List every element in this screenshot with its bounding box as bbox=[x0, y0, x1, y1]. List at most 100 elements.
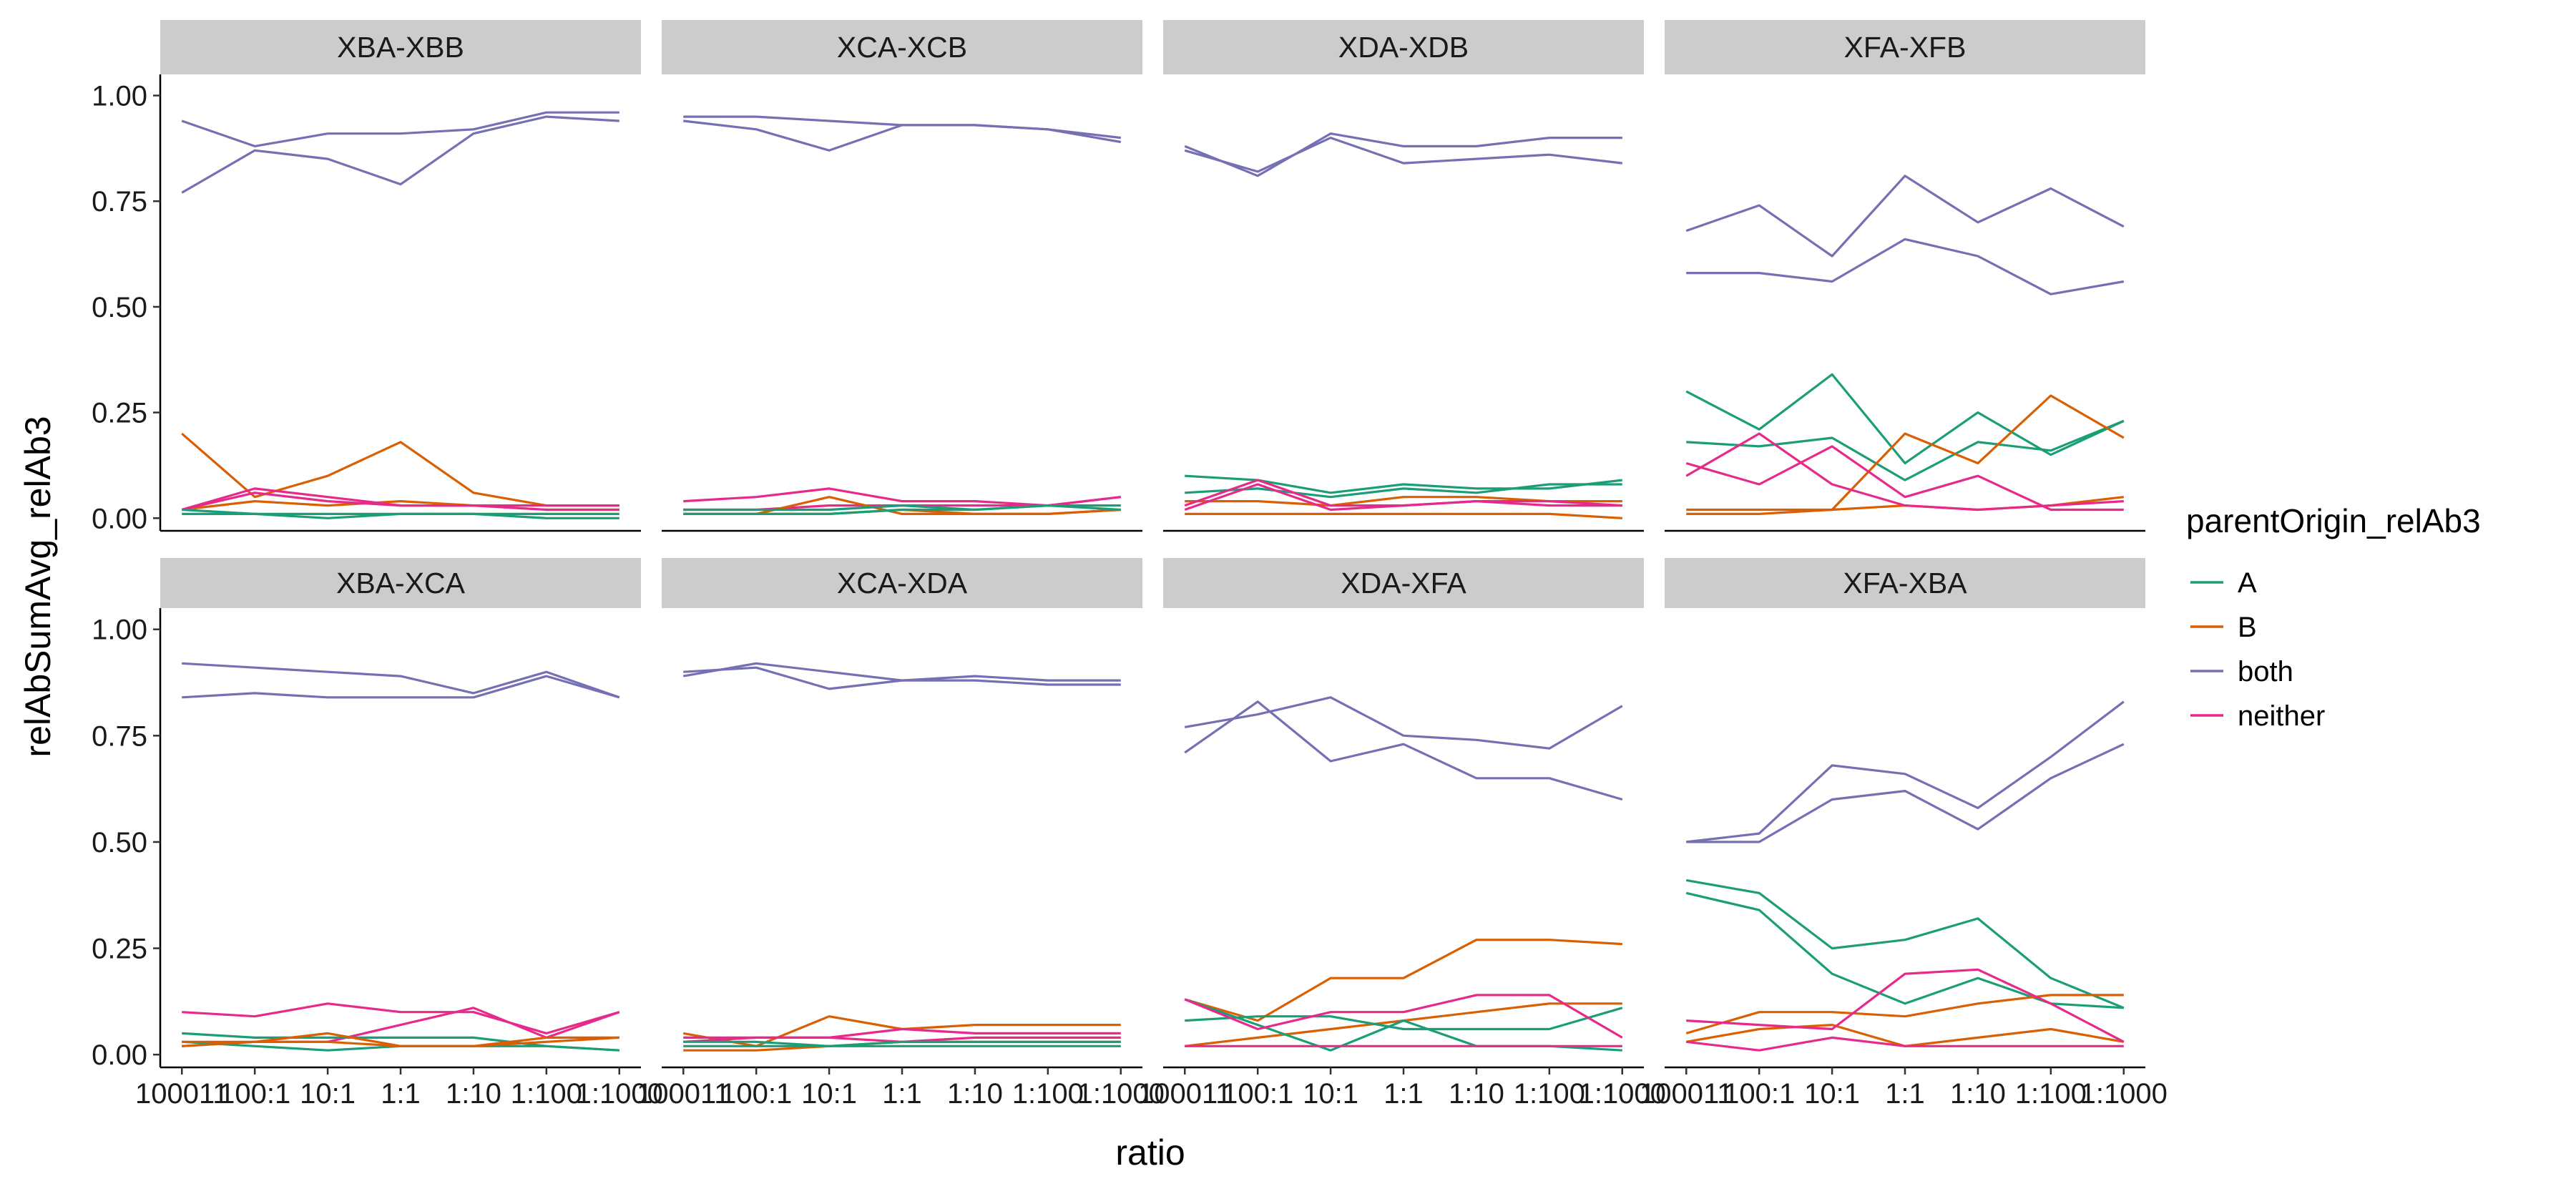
x-tick-label: 10:1 bbox=[300, 1078, 356, 1110]
x-tick-label: 1:10 bbox=[947, 1078, 1003, 1110]
x-tick-label: 100:1 bbox=[720, 1078, 792, 1110]
series-line-neither bbox=[1686, 1036, 2124, 1052]
facet-strip bbox=[1163, 20, 1644, 74]
x-axis-title: ratio bbox=[1115, 1132, 1185, 1173]
x-tick-label: 10:1 bbox=[1303, 1078, 1358, 1110]
facet-panel: XBA-XBB 0.00 0.25 0.50 0.75 1.00 bbox=[92, 20, 641, 534]
facet-strip bbox=[160, 20, 641, 74]
series-line-both bbox=[1685, 175, 2125, 258]
facet-strip bbox=[1665, 20, 2145, 74]
x-tick-label: 1:1 bbox=[882, 1078, 922, 1110]
y-tick-label: 0.00 bbox=[92, 503, 147, 534]
series-line-A bbox=[182, 512, 619, 519]
legend-label-B: B bbox=[2238, 612, 2257, 643]
series-line-B bbox=[1686, 394, 2125, 512]
y-tick-label: 0.00 bbox=[92, 1039, 147, 1071]
x-tick-label: 1:1 bbox=[381, 1078, 421, 1110]
series-line-both bbox=[182, 675, 620, 699]
x-tick-label: 1:10 bbox=[1950, 1078, 2006, 1110]
facet-strip bbox=[1665, 558, 2145, 608]
series-line-A bbox=[1185, 483, 1622, 499]
series-line-both bbox=[1686, 743, 2125, 843]
legend-title: parentOrigin_relAb3 bbox=[2186, 502, 2481, 539]
legend-label-both: both bbox=[2238, 656, 2293, 687]
facet-panel: XCA-XCB bbox=[662, 20, 1142, 532]
x-tick-label: 1:100 bbox=[2015, 1078, 2087, 1110]
x-tick-label: 1:100 bbox=[1514, 1078, 1585, 1110]
x-tick-label: 1:1000 bbox=[1077, 1078, 1165, 1110]
series-line-both bbox=[182, 662, 620, 699]
facet-panel: XDA-XDB bbox=[1163, 20, 1644, 532]
series-line-B bbox=[1685, 994, 2124, 1034]
facet-strip-label: XBA-XBB bbox=[337, 31, 464, 64]
series-line-neither bbox=[1685, 432, 2124, 512]
legend-label-A: A bbox=[2238, 567, 2257, 599]
y-axis-title: relAbSumAvg_relAb3 bbox=[18, 416, 58, 757]
series-line-both bbox=[683, 666, 1121, 690]
series-line-both bbox=[1184, 700, 1623, 801]
series-line-B bbox=[1185, 512, 1622, 519]
facet-panel: XFA-XFB bbox=[1665, 20, 2145, 532]
facet-strip bbox=[160, 558, 641, 608]
series-line-B bbox=[182, 1036, 619, 1047]
facet-panels: XBA-XBB 0.00 0.25 0.50 0.75 1.00 XCA-XCB XDA-XD… bbox=[92, 20, 2168, 1110]
x-tick-label: 1:1000 bbox=[576, 1078, 663, 1110]
facet-strip-label: XCA-XDA bbox=[837, 567, 968, 600]
series-line-neither bbox=[1184, 479, 1622, 507]
facet-strip-label: XFA-XBA bbox=[1843, 567, 1967, 600]
series-line-A bbox=[1686, 419, 2125, 481]
x-tick-label: 1:10 bbox=[1449, 1078, 1504, 1110]
series-line-A bbox=[683, 1040, 1121, 1047]
x-tick-label: 1:100 bbox=[1012, 1078, 1084, 1110]
series-line-A bbox=[1185, 1007, 1623, 1031]
facet-strip-label: XBA-XCA bbox=[336, 567, 466, 600]
y-tick-label: 1.00 bbox=[92, 615, 147, 646]
facet-strip bbox=[662, 20, 1142, 74]
series-line-neither bbox=[181, 491, 619, 512]
facet-strip bbox=[662, 558, 1142, 608]
series-line-both bbox=[1686, 700, 2125, 843]
series-line-both bbox=[1686, 238, 2125, 295]
x-tick-label: 100011 bbox=[135, 1078, 229, 1110]
series-line-A bbox=[683, 504, 1121, 516]
series-line-A bbox=[1685, 879, 2125, 1009]
y-tick-label: 0.25 bbox=[92, 398, 147, 429]
series-line-both bbox=[1184, 696, 1623, 750]
y-tick-label: 0.25 bbox=[92, 934, 147, 965]
series-line-neither bbox=[182, 1002, 620, 1035]
series-line-both bbox=[1184, 137, 1622, 173]
y-tick-label: 0.50 bbox=[92, 827, 147, 858]
x-tick-label: 1:1 bbox=[1384, 1078, 1424, 1110]
series-line-B bbox=[1184, 939, 1622, 1022]
y-tick-label: 0.50 bbox=[92, 292, 147, 323]
x-tick-label: 100011 bbox=[637, 1078, 730, 1110]
x-tick-label: 1:1000 bbox=[2080, 1078, 2168, 1110]
facet-strip-label: XDA-XDB bbox=[1338, 31, 1469, 64]
x-tick-label: 100:1 bbox=[219, 1078, 290, 1110]
y-tick-label: 0.75 bbox=[92, 186, 147, 217]
facet-strip-label: XFA-XFB bbox=[1844, 31, 1967, 64]
x-tick-label: 100011 bbox=[1138, 1078, 1232, 1110]
series-line-neither bbox=[1686, 968, 2125, 1043]
x-tick-label: 1:10 bbox=[446, 1078, 501, 1110]
series-line-neither bbox=[1685, 445, 2124, 512]
x-tick-label: 100:1 bbox=[1222, 1078, 1293, 1110]
x-tick-label: 10:1 bbox=[801, 1078, 857, 1110]
y-tick-label: 0.75 bbox=[92, 720, 147, 752]
series-line-both bbox=[181, 111, 619, 147]
legend-label-neither: neither bbox=[2238, 700, 2325, 732]
x-tick-label: 1:1000 bbox=[1579, 1078, 1666, 1110]
facet-strip-label: XDA-XFA bbox=[1341, 567, 1466, 600]
x-tick-label: 100:1 bbox=[1723, 1078, 1795, 1110]
x-tick-label: 100011 bbox=[1640, 1078, 1733, 1110]
y-tick-label: 1.00 bbox=[92, 81, 147, 112]
series-line-both bbox=[683, 119, 1122, 152]
x-tick-label: 1:1 bbox=[1885, 1078, 1925, 1110]
